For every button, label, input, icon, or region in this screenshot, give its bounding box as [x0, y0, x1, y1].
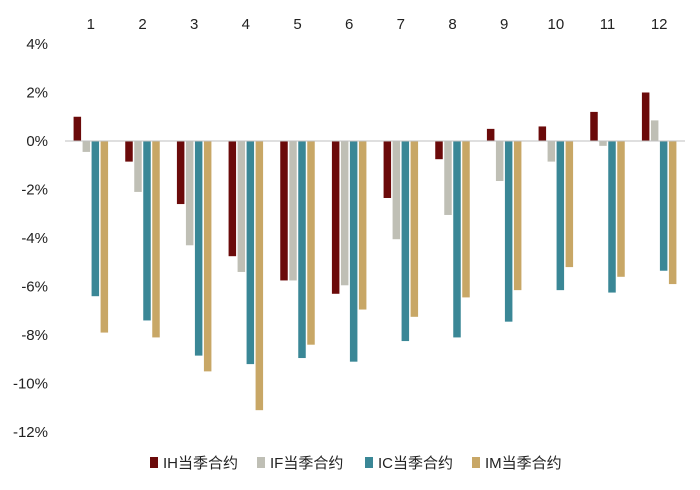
bar-IF当季合约-3 [185, 141, 194, 246]
bar-IC当季合约-7 [401, 141, 410, 342]
bar-IH当季合约-5 [280, 141, 288, 281]
y-tick-label: 4% [26, 36, 48, 53]
bar-IM当季合约-4 [255, 141, 264, 411]
bar-IC当季合约-9 [504, 141, 513, 322]
bar-IM当季合约-12 [668, 141, 677, 285]
bar-IF当季合约-8 [444, 141, 452, 215]
y-tick-label: -10% [13, 376, 48, 393]
bar-IF当季合约-11 [599, 141, 607, 146]
bar-IF当季合约-6 [340, 141, 349, 286]
x-tick-label: 5 [293, 16, 301, 33]
legend-swatch [150, 457, 158, 468]
y-tick-label: 2% [26, 85, 48, 102]
x-tick-label: 1 [87, 16, 95, 33]
y-tick-label: 0% [26, 133, 48, 150]
y-tick-label: -12% [13, 424, 48, 441]
x-tick-label: 4 [242, 16, 250, 33]
bar-IF当季合约-7 [392, 141, 401, 240]
bar-IM当季合约-11 [617, 141, 625, 277]
bar-IH当季合约-3 [176, 141, 185, 205]
x-tick-label: 11 [600, 16, 616, 33]
legend-label: IM当季合约 [485, 455, 562, 472]
bar-IM当季合约-8 [462, 141, 470, 298]
bar-IF当季合约-1 [82, 141, 91, 152]
legend: IH当季合约 IF当季合约 IC当季合约 IM当季合约 [150, 455, 562, 472]
bar-IF当季合约-2 [134, 141, 142, 192]
y-tick-label: -6% [21, 279, 48, 296]
bar-IC当季合约-12 [659, 141, 668, 271]
bar-IF当季合约-10 [547, 141, 556, 162]
x-tick-label: 9 [500, 16, 508, 33]
x-axis-ticks: 1 2 3 4 5 6 7 8 9 10 11 12 [87, 16, 668, 33]
x-tick-label: 12 [651, 16, 668, 33]
bar-IH当季合约-1 [73, 116, 82, 141]
x-tick-label: 7 [397, 16, 405, 33]
bar-IH当季合约-6 [331, 141, 340, 294]
legend-swatch [257, 457, 265, 468]
bar-IH当季合约-12 [641, 92, 650, 141]
bars [73, 92, 677, 411]
legend-swatch [365, 457, 373, 468]
bar-IC当季合约-1 [91, 141, 100, 297]
x-tick-label: 8 [448, 16, 456, 33]
bar-IC当季合约-2 [143, 141, 151, 321]
bar-IH当季合约-9 [486, 128, 495, 141]
bar-IC当季合约-8 [453, 141, 461, 338]
x-tick-label: 3 [190, 16, 198, 33]
bar-IC当季合约-11 [608, 141, 616, 293]
bar-IH当季合约-7 [383, 141, 392, 198]
bar-IM当季合约-1 [100, 141, 109, 333]
bar-IM当季合约-9 [513, 141, 522, 291]
bar-IM当季合约-6 [358, 141, 367, 310]
bar-IM当季合约-2 [152, 141, 160, 338]
y-tick-label: -4% [21, 230, 48, 247]
x-tick-label: 2 [138, 16, 146, 33]
legend-label: IC当季合约 [378, 455, 453, 472]
bar-IH当季合约-4 [228, 141, 237, 257]
bar-IH当季合约-2 [125, 141, 133, 162]
bar-IC当季合约-4 [246, 141, 255, 365]
bar-IF当季合约-5 [289, 141, 297, 281]
bar-IH当季合约-11 [590, 111, 598, 141]
bar-IF当季合约-9 [495, 141, 504, 182]
bar-IH当季合约-8 [435, 141, 443, 160]
bar-IC当季合约-6 [349, 141, 358, 362]
x-tick-label: 10 [547, 16, 564, 33]
y-tick-label: -8% [21, 327, 48, 344]
bar-IM当季合约-5 [307, 141, 315, 345]
bar-IM当季合约-7 [410, 141, 419, 317]
bar-IH当季合约-10 [538, 126, 547, 141]
bar-IM当季合约-10 [565, 141, 574, 268]
y-tick-label: -2% [21, 182, 48, 199]
legend-label: IF当季合约 [270, 455, 343, 472]
bar-IF当季合约-4 [237, 141, 246, 272]
bar-IC当季合约-5 [298, 141, 306, 359]
y-axis-ticks: 4% 2% 0% -2% -4% -6% -8% -10% -12% [13, 36, 48, 441]
legend-label: IH当季合约 [163, 455, 238, 472]
bar-IC当季合约-10 [556, 141, 565, 291]
bar-IF当季合约-12 [650, 120, 659, 141]
bar-IC当季合约-3 [194, 141, 203, 356]
bar-IM当季合约-3 [203, 141, 212, 372]
x-tick-label: 6 [345, 16, 353, 33]
legend-swatch [472, 457, 480, 468]
